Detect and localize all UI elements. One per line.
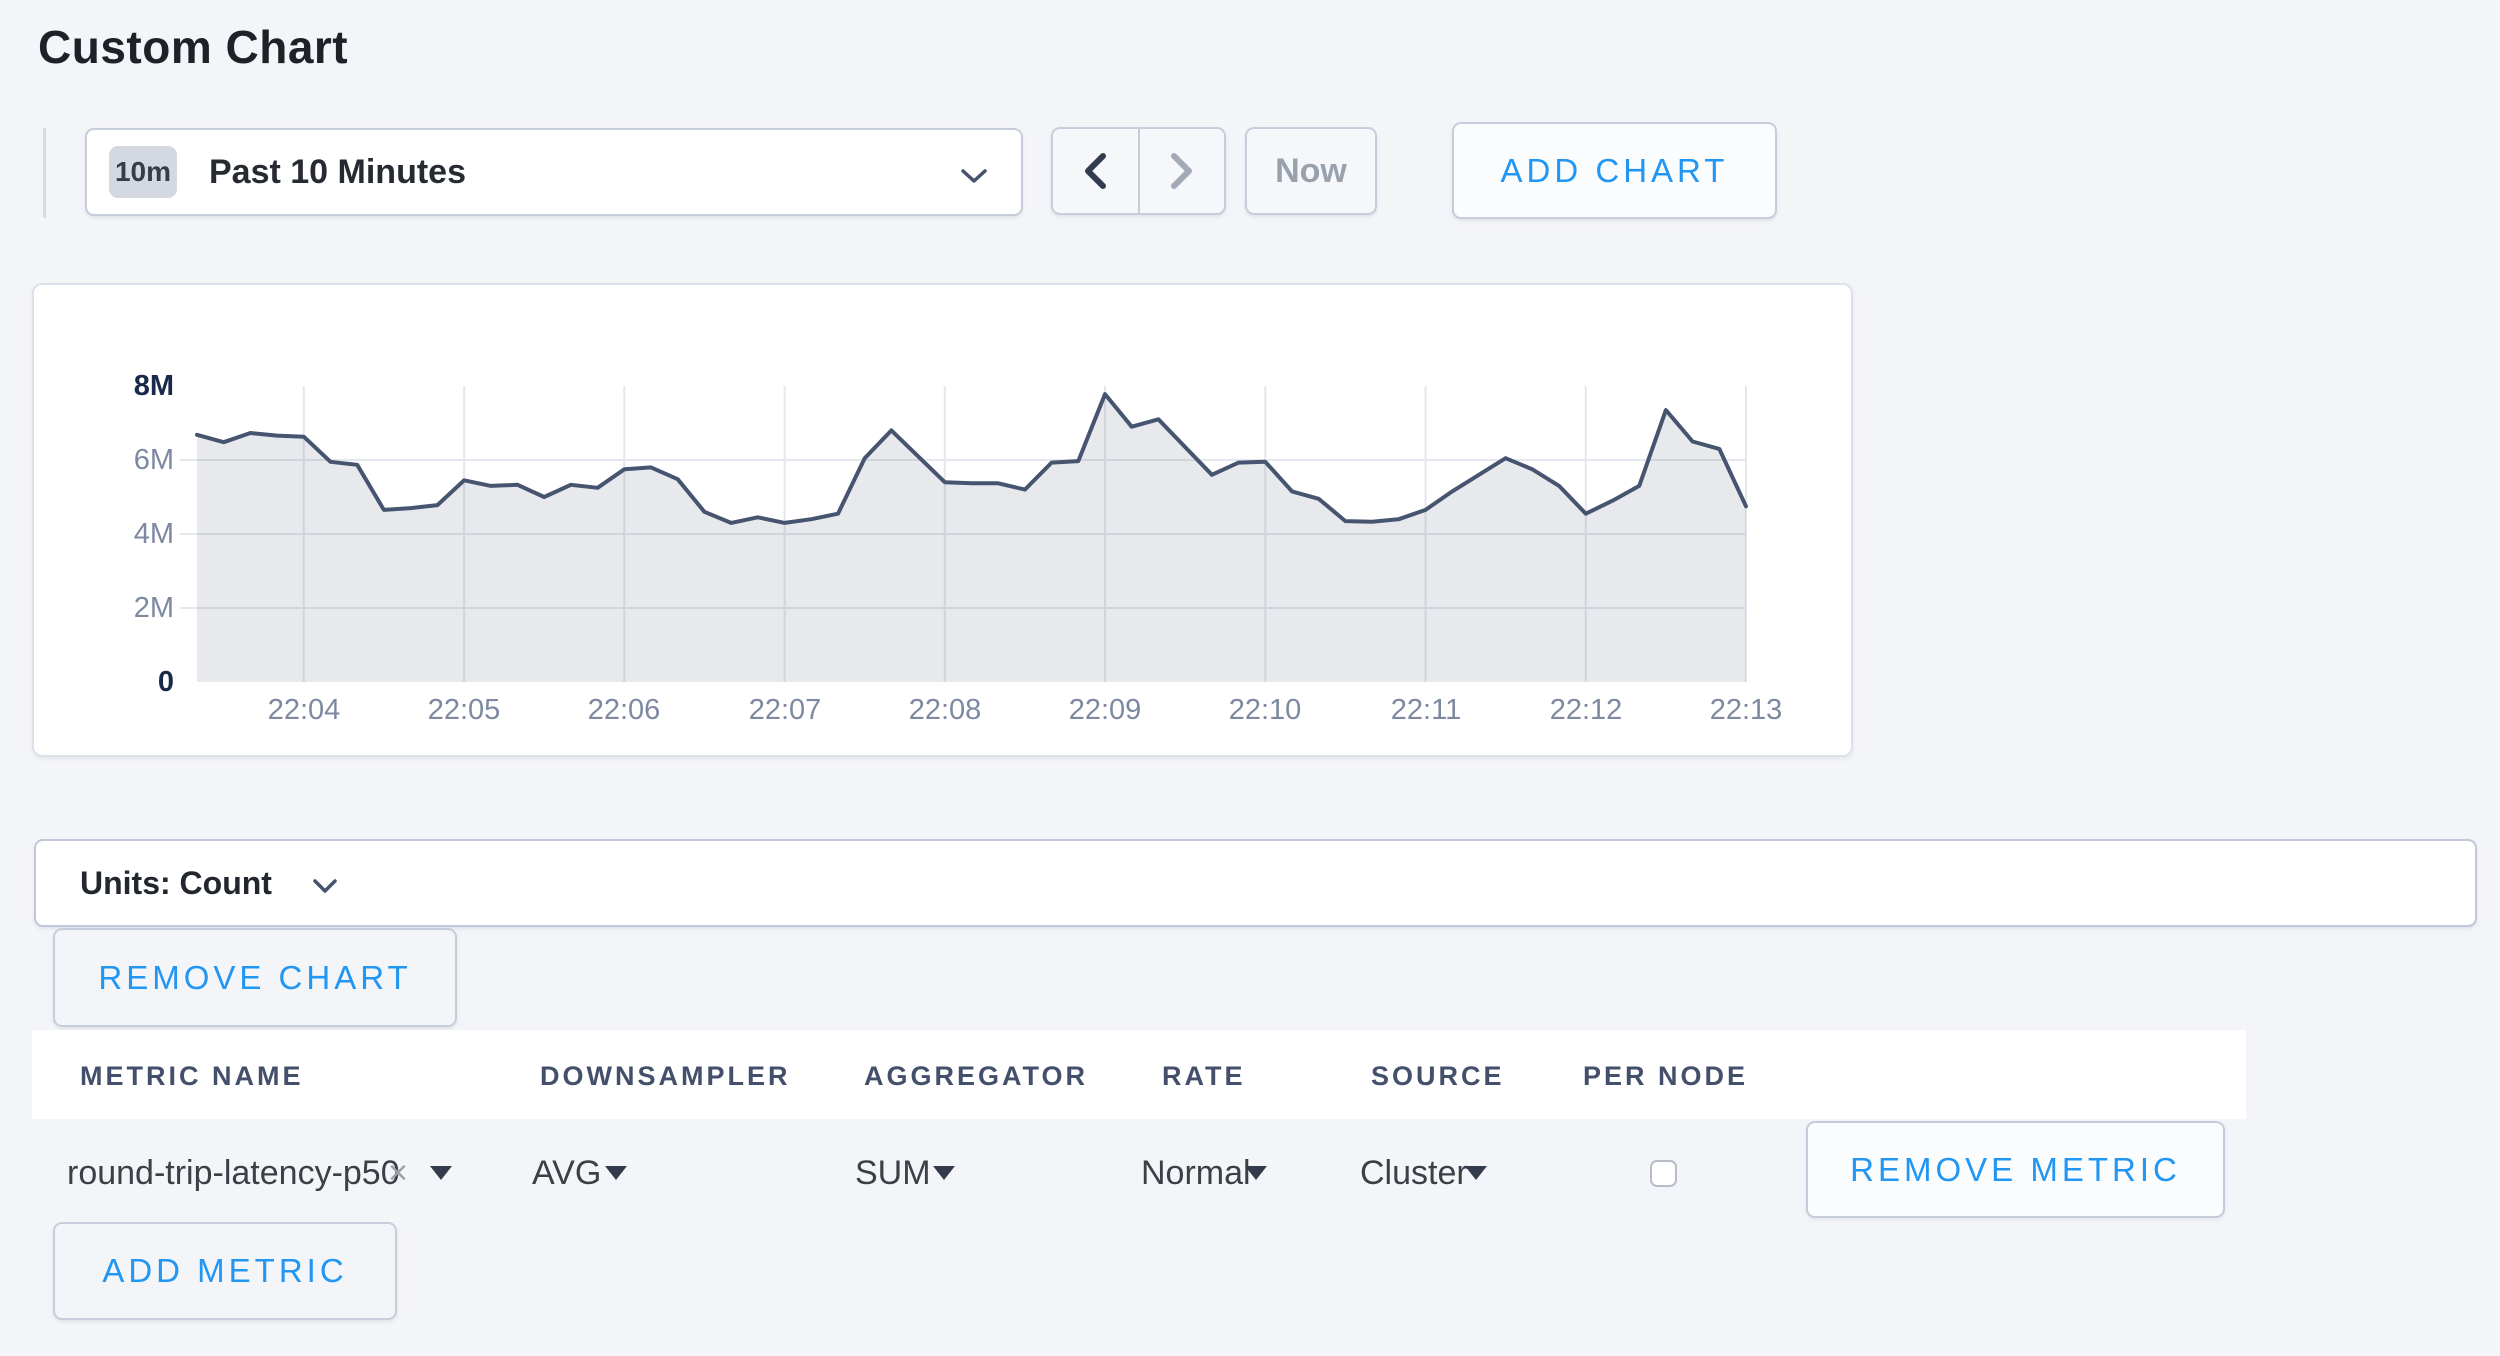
column-header-metric-name: METRIC NAME: [80, 1061, 304, 1091]
aggregator-dropdown-arrow-icon[interactable]: [933, 1166, 955, 1180]
x-axis-tick-label: 22:11: [1390, 694, 1462, 726]
add-chart-button[interactable]: ADD CHART: [1452, 122, 1777, 219]
y-axis-tick-label: 6M: [133, 444, 174, 476]
time-nav-group: [1051, 127, 1226, 215]
time-range-dropdown[interactable]: 10m Past 10 Minutes: [85, 128, 1023, 216]
y-axis-tick-label: 8M: [133, 370, 174, 402]
metric-name-dropdown-arrow-icon[interactable]: [430, 1166, 452, 1180]
time-forward-button[interactable]: [1140, 129, 1225, 213]
chevron-left-icon: [1082, 151, 1108, 191]
remove-metric-button[interactable]: REMOVE METRIC: [1806, 1121, 2225, 1218]
rate-select[interactable]: Normal: [1141, 1154, 1251, 1192]
y-axis-tick-label: 0: [157, 666, 174, 698]
toolbar-divider: [43, 128, 46, 218]
chart-canvas: [180, 386, 1748, 682]
x-axis-tick-label: 22:12: [1549, 694, 1623, 726]
x-axis-tick-label: 22:08: [908, 694, 982, 726]
x-axis-tick-label: 22:04: [267, 694, 341, 726]
x-axis-tick-label: 22:05: [427, 694, 501, 726]
now-button[interactable]: Now: [1245, 127, 1377, 215]
time-range-badge: 10m: [109, 146, 177, 198]
chevron-down-icon: [959, 167, 989, 185]
column-header-rate: RATE: [1162, 1061, 1246, 1091]
add-metric-button[interactable]: ADD METRIC: [53, 1222, 397, 1320]
chevron-down-icon: [312, 878, 338, 894]
y-axis-tick-label: 4M: [133, 518, 174, 550]
per-node-checkbox[interactable]: [1650, 1160, 1677, 1187]
rate-dropdown-arrow-icon[interactable]: [1245, 1166, 1267, 1180]
page-title: Custom Chart: [38, 21, 349, 73]
nav-divider: [1137, 129, 1140, 213]
x-axis-tick-label: 22:06: [587, 694, 661, 726]
source-dropdown-arrow-icon[interactable]: [1465, 1166, 1487, 1180]
units-dropdown[interactable]: Units: Count: [34, 839, 2477, 927]
column-header-aggregator: AGGREGATOR: [864, 1061, 1089, 1091]
remove-chart-button[interactable]: REMOVE CHART: [53, 928, 457, 1027]
time-backward-button[interactable]: [1053, 129, 1138, 213]
source-select[interactable]: Cluster: [1360, 1154, 1468, 1192]
aggregator-select[interactable]: SUM: [855, 1154, 931, 1192]
chart-card: 8M 6M 4M 2M 0 22:04 22:05 22:06 22:07 22:08 22:09 2…: [32, 283, 1853, 757]
metrics-table-header: [32, 1030, 2246, 1119]
remove-metric-token-icon[interactable]: ×: [388, 1154, 408, 1192]
downsampler-select[interactable]: AVG: [532, 1154, 602, 1192]
chevron-right-icon: [1169, 151, 1195, 191]
x-axis-tick-label: 22:13: [1709, 694, 1783, 726]
column-header-source: SOURCE: [1371, 1061, 1505, 1091]
x-axis-tick-label: 22:10: [1228, 694, 1302, 726]
column-header-per-node: PER NODE: [1583, 1061, 1749, 1091]
metric-name-value[interactable]: round-trip-latency-p50: [67, 1154, 400, 1192]
units-label: Units: Count: [80, 864, 272, 901]
y-axis-tick-label: 2M: [133, 592, 174, 624]
x-axis-tick-label: 22:07: [748, 694, 822, 726]
column-header-downsampler: DOWNSAMPLER: [540, 1061, 791, 1091]
x-axis-tick-label: 22:09: [1068, 694, 1142, 726]
time-range-label: Past 10 Minutes: [209, 152, 466, 191]
downsampler-dropdown-arrow-icon[interactable]: [605, 1166, 627, 1180]
timeseries-area-chart: 8M 6M 4M 2M 0 22:04 22:05 22:06 22:07 22:08 22:09 2…: [34, 285, 1855, 759]
